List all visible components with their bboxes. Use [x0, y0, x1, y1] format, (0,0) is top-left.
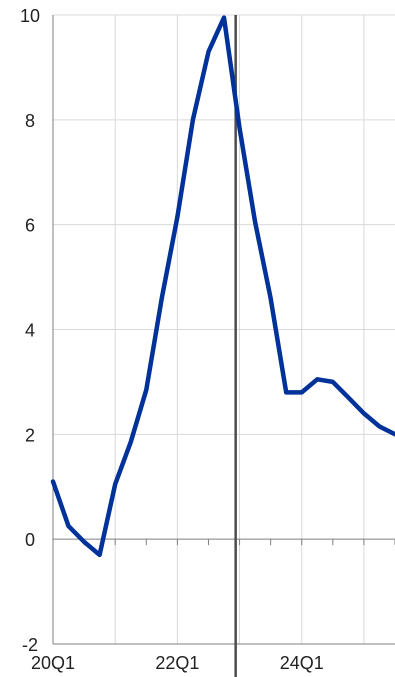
- y-tick-label: -2: [22, 635, 38, 655]
- axes: [52, 15, 395, 645]
- grid-lines: [53, 14, 395, 645]
- x-tick-label: 24Q1: [280, 653, 324, 673]
- y-tick-label: 10: [20, 6, 40, 26]
- series-group: [50, 15, 395, 558]
- x-tick-labels: 20Q1 22Q1 24Q1: [31, 653, 324, 673]
- y-tick-label: 6: [25, 216, 35, 236]
- x-tick-label: 22Q1: [155, 653, 199, 673]
- series-line: [50, 15, 395, 558]
- x-tick-label: 20Q1: [31, 653, 75, 673]
- y-tick-label: 4: [25, 321, 35, 341]
- y-tick-labels: -2 0 2 4 6 8 10: [20, 6, 40, 655]
- y-tick-label: 8: [25, 111, 35, 131]
- y-tick-label: 2: [25, 425, 35, 445]
- y-tick-label: 0: [25, 530, 35, 550]
